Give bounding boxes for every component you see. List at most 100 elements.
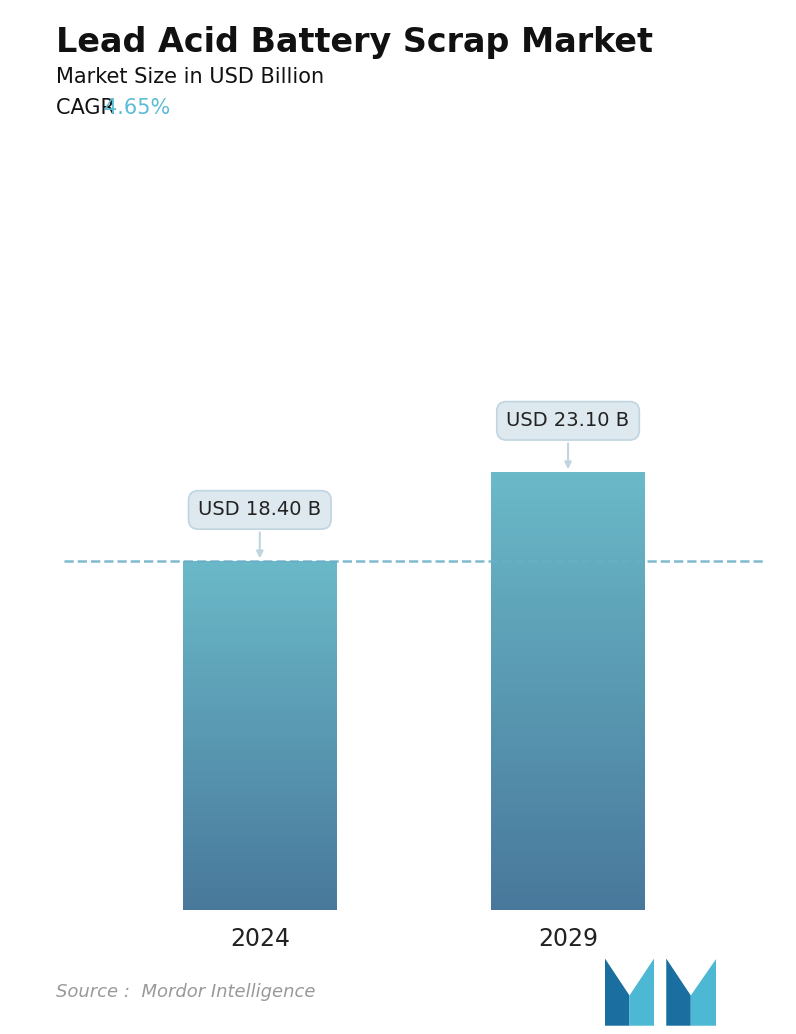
Bar — [183, 642, 337, 644]
Bar — [183, 761, 337, 762]
Bar — [183, 870, 337, 871]
Bar — [491, 844, 645, 846]
Bar — [491, 488, 645, 489]
Bar — [183, 831, 337, 832]
Bar — [183, 825, 337, 826]
Bar — [491, 598, 645, 599]
Bar — [183, 692, 337, 693]
Bar — [183, 895, 337, 898]
Bar — [491, 648, 645, 650]
Bar — [183, 889, 337, 890]
Bar — [491, 485, 645, 487]
Bar — [183, 772, 337, 773]
Bar — [183, 805, 337, 807]
Bar — [491, 596, 645, 598]
Bar — [183, 693, 337, 694]
Bar — [491, 517, 645, 519]
Bar — [183, 886, 337, 888]
Bar — [183, 566, 337, 567]
Bar — [183, 670, 337, 671]
Bar — [491, 884, 645, 885]
Bar — [183, 706, 337, 707]
Bar — [491, 581, 645, 583]
Bar — [491, 796, 645, 797]
Bar — [183, 698, 337, 699]
Bar — [183, 795, 337, 796]
Bar — [183, 835, 337, 837]
Bar — [183, 755, 337, 757]
Bar — [183, 908, 337, 909]
Bar — [491, 480, 645, 481]
Bar — [491, 672, 645, 673]
Bar — [183, 856, 337, 857]
Bar — [491, 772, 645, 774]
Bar — [183, 697, 337, 698]
Bar — [183, 753, 337, 754]
Bar — [183, 572, 337, 573]
Bar — [183, 844, 337, 845]
Bar — [491, 794, 645, 796]
Bar — [183, 866, 337, 869]
Bar — [491, 634, 645, 636]
Bar — [491, 786, 645, 787]
Bar — [491, 636, 645, 637]
Bar — [183, 667, 337, 668]
Bar — [491, 583, 645, 584]
Bar — [491, 622, 645, 624]
Bar — [183, 903, 337, 904]
Bar — [491, 714, 645, 716]
Polygon shape — [691, 959, 716, 1026]
Bar — [183, 874, 337, 875]
Bar — [183, 643, 337, 645]
Bar — [183, 843, 337, 844]
Bar — [183, 631, 337, 632]
Bar — [183, 687, 337, 688]
Bar — [183, 904, 337, 906]
Bar — [183, 804, 337, 805]
Bar — [183, 767, 337, 768]
Bar — [491, 705, 645, 707]
Bar — [491, 606, 645, 608]
Bar — [491, 679, 645, 680]
Bar — [183, 612, 337, 613]
Bar — [491, 587, 645, 588]
Bar — [183, 651, 337, 652]
Bar — [183, 677, 337, 678]
Bar — [491, 832, 645, 834]
Bar — [183, 603, 337, 604]
Bar — [491, 656, 645, 658]
Bar — [491, 680, 645, 682]
Bar — [491, 482, 645, 484]
Bar — [183, 778, 337, 779]
Bar — [183, 734, 337, 735]
Bar — [491, 802, 645, 803]
Bar — [491, 892, 645, 893]
Bar — [183, 724, 337, 725]
Bar — [183, 898, 337, 899]
Bar — [491, 701, 645, 703]
Bar — [491, 698, 645, 700]
Bar — [183, 880, 337, 881]
Bar — [183, 688, 337, 689]
Bar — [183, 624, 337, 626]
Bar — [183, 770, 337, 771]
Bar — [491, 691, 645, 693]
Bar — [491, 512, 645, 513]
Bar — [183, 711, 337, 712]
Bar — [491, 579, 645, 580]
Bar — [491, 856, 645, 857]
Text: Source :  Mordor Intelligence: Source : Mordor Intelligence — [56, 983, 315, 1001]
Bar — [491, 564, 645, 566]
Bar — [491, 601, 645, 602]
Bar — [183, 599, 337, 600]
Bar — [183, 798, 337, 799]
Bar — [183, 760, 337, 761]
Bar — [183, 740, 337, 741]
Bar — [183, 591, 337, 592]
Bar — [183, 876, 337, 878]
Bar — [183, 901, 337, 902]
Bar — [491, 604, 645, 605]
Bar — [491, 737, 645, 739]
Bar — [183, 617, 337, 618]
Bar — [491, 758, 645, 760]
